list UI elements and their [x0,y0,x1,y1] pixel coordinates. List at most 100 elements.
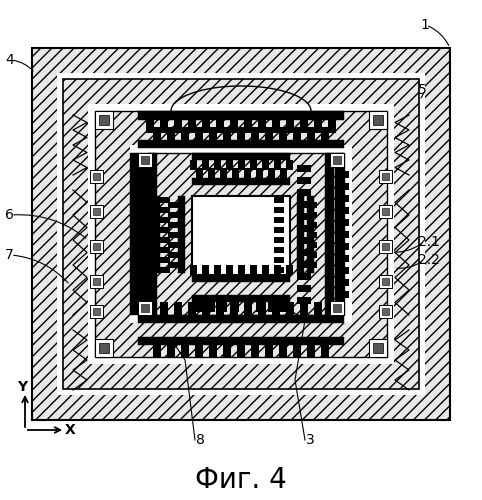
Bar [280,168,286,178]
Bar [265,345,273,358]
Bar [335,254,349,262]
Bar [174,302,182,315]
Text: 2.2: 2.2 [418,253,440,267]
Bar [297,164,311,172]
Bar [139,164,153,172]
Bar [216,302,224,315]
Bar [130,153,139,315]
Bar [134,206,148,214]
Bar [274,216,284,222]
Bar [160,256,170,262]
Bar [138,315,344,323]
Bar [274,196,284,202]
Bar [216,120,224,133]
Bar [379,205,392,218]
Bar [335,290,349,298]
Bar [160,206,170,212]
Bar [146,302,154,315]
Bar [192,295,290,302]
Bar [250,160,256,170]
Bar [95,339,113,357]
Bar [244,120,252,133]
Bar [255,302,263,312]
Bar [168,222,178,228]
Bar [314,302,322,315]
Bar [99,115,109,125]
Bar [274,226,284,232]
Bar [335,242,349,250]
Bar [297,176,311,184]
Bar [160,196,170,202]
Bar [333,156,341,164]
Bar [274,236,284,242]
Bar [335,278,349,285]
Bar [90,170,103,183]
Bar [369,111,387,129]
Bar [223,345,231,358]
Bar [178,196,185,273]
Bar [209,345,217,358]
Bar [321,127,329,140]
Bar [307,202,317,207]
Bar [335,182,349,190]
Bar [153,127,161,140]
Bar [153,345,161,358]
Text: X: X [65,423,75,437]
Bar [192,196,290,275]
Bar [293,345,301,358]
Bar [192,275,290,282]
Bar [168,252,178,258]
Bar [328,120,336,133]
Bar [273,265,281,275]
Bar [226,265,232,275]
Bar [273,160,281,170]
Bar [382,278,389,285]
Bar [238,160,244,170]
Bar [231,168,239,178]
Bar [297,272,311,280]
Bar [219,302,227,312]
Bar [307,262,317,268]
Bar [201,160,209,170]
Bar [138,301,152,315]
Bar [231,302,239,312]
Bar [335,194,349,202]
Bar [238,265,244,275]
Bar [382,308,389,315]
Bar [160,226,170,232]
Bar [139,224,153,232]
Bar [297,248,311,256]
Bar [297,212,311,220]
Bar [297,200,311,207]
Bar [139,176,153,184]
Bar [202,302,210,315]
Bar [90,240,103,253]
Bar [160,216,170,222]
Bar [160,120,168,133]
Bar [196,168,202,178]
Bar [335,218,349,226]
Bar [168,202,178,207]
Bar [307,212,317,218]
Bar [243,302,251,312]
Bar [379,275,392,288]
Bar [274,256,284,262]
Bar [279,127,287,140]
Bar [181,345,189,358]
Bar [139,248,153,256]
Bar [168,212,178,218]
Bar [300,120,308,133]
Bar [244,302,252,315]
Bar [93,243,100,250]
Bar [297,296,311,304]
Bar [286,302,294,315]
Bar [335,266,349,274]
Bar [379,305,392,318]
Bar [258,120,266,133]
Bar [330,153,344,167]
Bar [139,296,153,304]
Bar [138,140,344,148]
Bar [192,153,290,160]
Bar [280,302,286,312]
Bar [141,156,149,164]
